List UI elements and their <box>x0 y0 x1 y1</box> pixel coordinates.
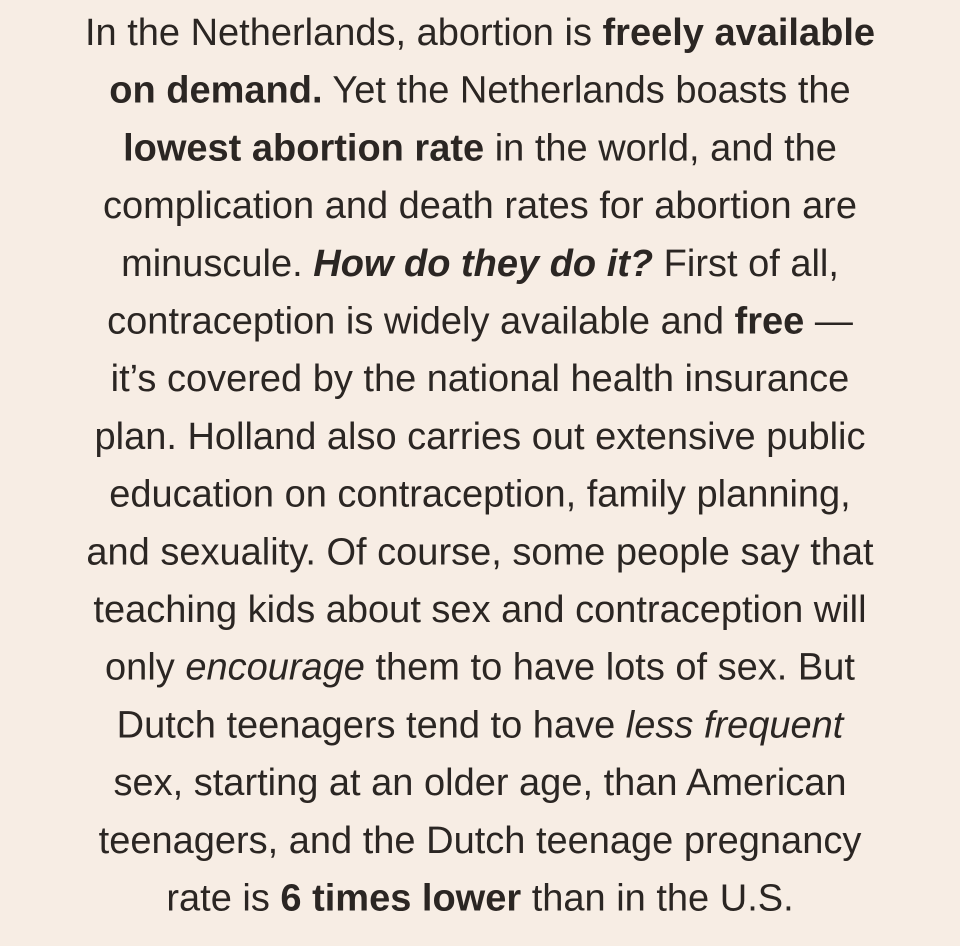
text-run: complication and death rates for abortio… <box>103 185 857 227</box>
text-line: rate is 6 times lower than in the U.S. <box>166 878 793 920</box>
text-line: it’s covered by the national health insu… <box>111 358 850 400</box>
text-line: teaching kids about sex and contraceptio… <box>93 589 866 631</box>
text-line: plan. Holland also carries out extensive… <box>95 416 866 458</box>
text-line: minuscule. How do they do it? First of a… <box>121 243 839 285</box>
text-run: plan. Holland also carries out extensive… <box>95 416 866 458</box>
italic-text: encourage <box>185 647 365 689</box>
bold-text: on demand. <box>109 70 322 112</box>
text-line: In the Netherlands, abortion is freely a… <box>85 12 875 54</box>
text-run: and sexuality. Of course, some people sa… <box>86 531 874 573</box>
text-run: them to have lots of sex. But <box>365 647 855 689</box>
text-run: Dutch teenagers tend to have <box>117 704 626 746</box>
bold-text: freely available <box>603 12 876 54</box>
text-line: and sexuality. Of course, some people sa… <box>86 531 874 573</box>
bold-text: How do they do it? <box>313 243 653 285</box>
text-run: it’s covered by the national health insu… <box>111 358 850 400</box>
bold-text: free <box>735 301 805 343</box>
text-run: teaching kids about sex and contraceptio… <box>93 589 866 631</box>
text-line: contraception is widely available and fr… <box>107 301 853 343</box>
text-run: First of all, <box>653 243 839 285</box>
text-line: lowest abortion rate in the world, and t… <box>123 127 837 169</box>
text-run: minuscule. <box>121 243 313 285</box>
italic-text: less frequent <box>626 704 845 746</box>
text-run: only <box>105 647 185 689</box>
text-run: Yet the Netherlands boasts the <box>323 70 851 112</box>
text-run: education on contraception, family plann… <box>109 474 850 516</box>
text-line: complication and death rates for abortio… <box>103 185 857 227</box>
text-line: education on contraception, family plann… <box>109 474 850 516</box>
text-run: — <box>804 301 853 343</box>
text-run: than in the U.S. <box>521 878 794 920</box>
text-run: rate is <box>166 878 280 920</box>
text-line: on demand. Yet the Netherlands boasts th… <box>109 70 850 112</box>
text-line: only encourage them to have lots of sex.… <box>105 647 855 689</box>
bold-text: lowest abortion rate <box>123 127 484 169</box>
text-run: In the Netherlands, abortion is <box>85 12 603 54</box>
text-run: teenagers, and the Dutch teenage pregnan… <box>99 820 862 862</box>
bold-text: 6 times lower <box>280 878 521 920</box>
text-run: in the world, and the <box>484 127 837 169</box>
text-line: sex, starting at an older age, than Amer… <box>114 762 847 804</box>
text-run: sex, starting at an older age, than Amer… <box>114 762 847 804</box>
text-line: teenagers, and the Dutch teenage pregnan… <box>99 820 862 862</box>
text-run: contraception is widely available and <box>107 301 734 343</box>
text-line: Dutch teenagers tend to have less freque… <box>117 704 845 746</box>
